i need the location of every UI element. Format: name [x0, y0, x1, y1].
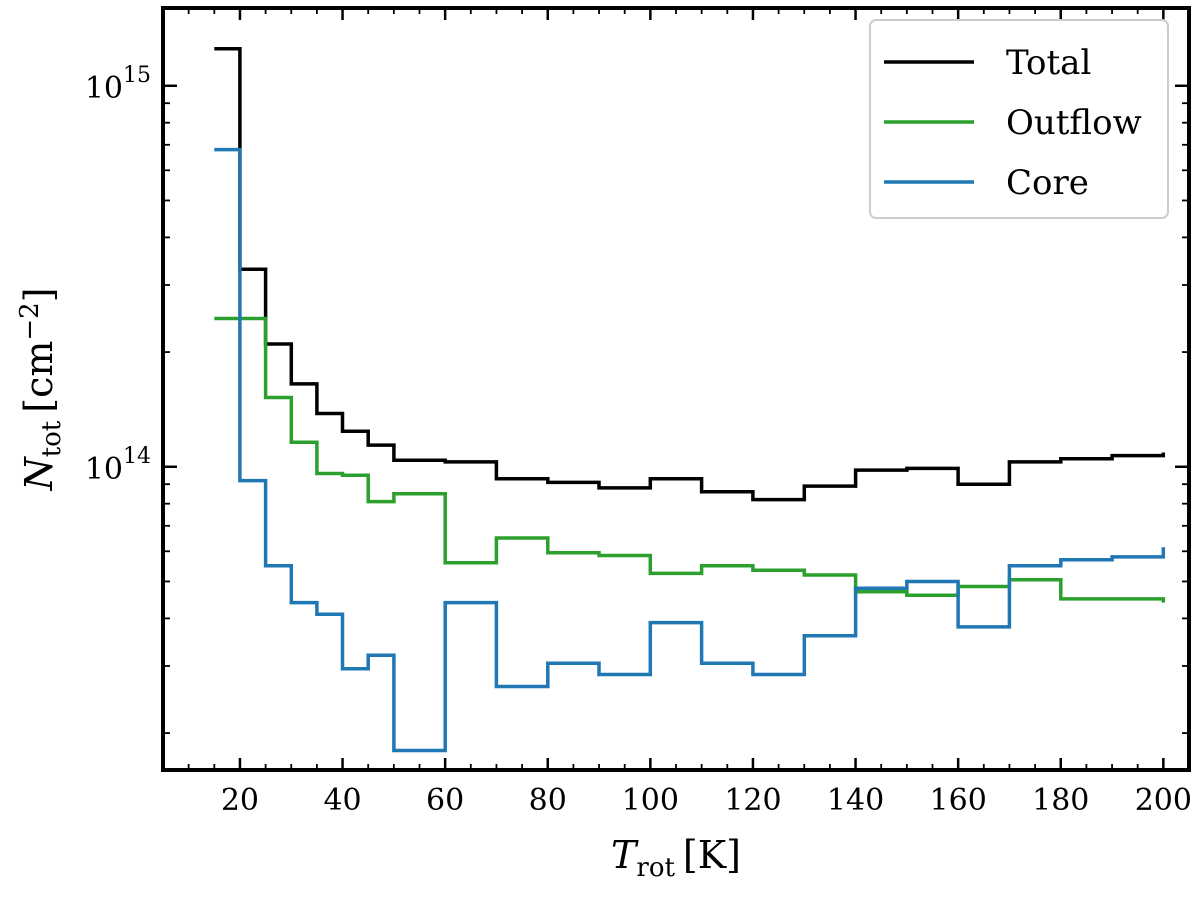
y-tick-label: 1015 — [85, 63, 151, 106]
x-tick-label: 40 — [323, 783, 361, 818]
x-tick-label: 100 — [622, 783, 679, 818]
x-tick-label: 160 — [930, 783, 987, 818]
legend-label-outflow: Outflow — [1006, 103, 1142, 143]
y-axis-label: Ntot[cm−2] — [15, 287, 67, 491]
x-tick-label: 200 — [1135, 783, 1192, 818]
plot-frame — [161, 6, 1191, 772]
y-tick-label: 1014 — [85, 444, 151, 487]
legend: Total Outflow Core — [869, 19, 1169, 219]
series-layer — [214, 47, 1166, 753]
x-tick-label: 80 — [529, 783, 567, 818]
x-axis-label: Trot [K] — [611, 833, 741, 883]
legend-label-core: Core — [1006, 163, 1089, 203]
x-tick-label: 140 — [827, 783, 884, 818]
legend-label-total: Total — [1006, 43, 1091, 83]
x-tick-label: 20 — [221, 783, 259, 818]
x-tick-label: 60 — [426, 783, 464, 818]
series-line-total — [214, 47, 1166, 502]
legend-box — [869, 19, 1169, 219]
x-tick-label: 180 — [1032, 783, 1089, 818]
series-line-core — [214, 147, 1166, 753]
x-tick-label: 120 — [724, 783, 781, 818]
tick-labels-layer: 20 40 60 80 100 120 140 160 180 200 1014 1015 — [85, 63, 1192, 818]
plot-area — [214, 47, 1166, 753]
